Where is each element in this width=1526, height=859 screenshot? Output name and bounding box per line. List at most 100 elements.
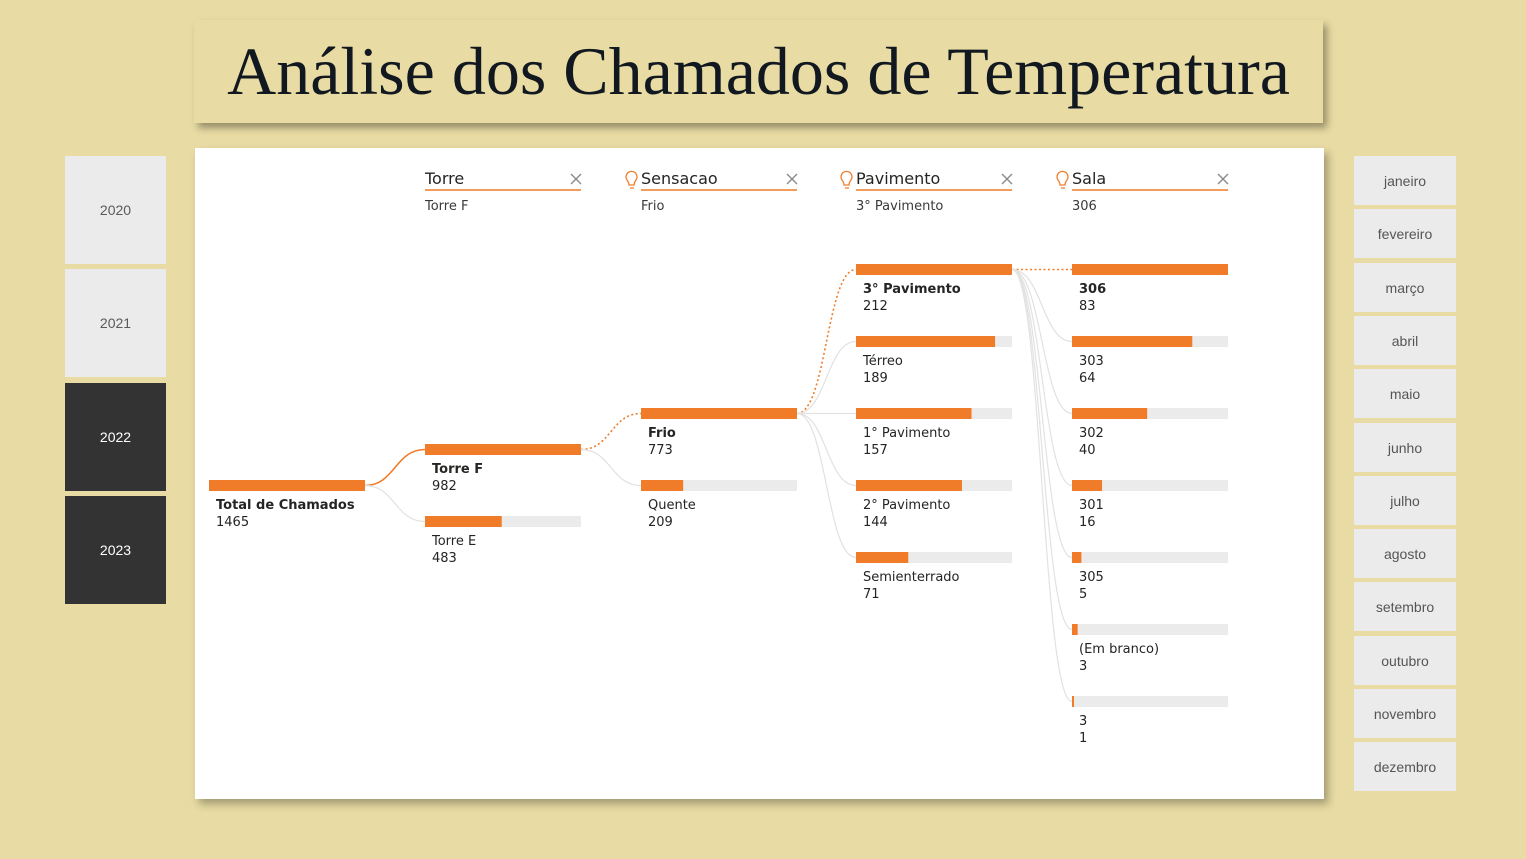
node-value: 157 [863,443,888,458]
level-header-torre: Torre [424,169,464,188]
bar-track [1072,408,1228,419]
level-selected-value: 3° Pavimento [856,199,943,214]
level-header-sala: Sala [1072,169,1106,188]
node-value: 773 [648,443,673,458]
connector-2-0 [580,412,642,451]
bar[interactable] [1072,264,1228,275]
month-tile-7[interactable]: julho [1354,476,1456,525]
connector-3-4 [796,412,857,559]
node-value: 3 [1079,659,1087,674]
node-value: 209 [648,515,673,530]
bar[interactable] [1072,480,1103,491]
connector-4-2 [1011,268,1073,415]
bar-track [425,516,581,527]
node-label: Frio [648,426,676,441]
node-value: 144 [863,515,888,530]
connector-3-3 [796,412,857,487]
month-tile-11[interactable]: novembro [1354,689,1456,738]
bar[interactable] [1072,336,1193,347]
node-value: 189 [863,371,888,386]
connector-3-0 [796,268,857,415]
bar-track [1072,624,1228,635]
bar[interactable] [641,480,684,491]
bar[interactable] [425,444,581,455]
bar-track [1072,552,1228,563]
node-label: 302 [1079,426,1104,441]
node-label: (Em branco) [1079,642,1159,657]
node-label: 1° Pavimento [863,426,950,441]
node-value: 483 [432,551,457,566]
level-selected-value: Frio [641,199,664,214]
bar-track [641,480,797,491]
bar-track [1072,696,1228,707]
node-label: 301 [1079,498,1104,513]
bar[interactable] [856,480,962,491]
page-title: Análise dos Chamados de Temperatura [227,33,1290,109]
node-label: Total de Chamados [216,498,355,513]
node-value: 1465 [216,515,249,530]
node-label: 305 [1079,570,1104,585]
node-label: Torre E [431,534,476,549]
node-value: 212 [863,299,888,314]
node-label: 3° Pavimento [863,282,961,297]
connector-4-3 [1011,268,1073,487]
connector-1-1 [364,484,426,523]
year-tile-2021[interactable]: 2021 [65,269,166,377]
bar[interactable] [641,408,797,419]
bar[interactable] [856,336,996,347]
node-value: 982 [432,479,457,494]
bar[interactable] [1072,624,1078,635]
connector-4-1 [1011,268,1073,343]
connector-4-5 [1011,268,1073,631]
level-header-pavimento: Pavimento [856,169,940,188]
month-tile-1[interactable]: janeiro [1354,156,1456,205]
close-icon[interactable] [570,173,582,185]
month-tile-9[interactable]: setembro [1354,582,1456,631]
bar[interactable] [209,480,365,491]
decomposition-tree: Total de Chamados 1465 Torre F 982 Torre E 48… [209,169,1229,746]
year-tile-2023[interactable]: 2023 [65,496,166,604]
connector-4-6 [1011,268,1073,703]
connector-1-0 [364,448,426,487]
connector-3-1 [796,340,857,415]
bar[interactable] [856,552,909,563]
month-tile-5[interactable]: maio [1354,369,1456,418]
close-icon[interactable] [786,173,798,185]
month-tile-10[interactable]: outubro [1354,636,1456,685]
node-label: Semienterrado [863,570,960,585]
node-value: 40 [1079,443,1096,458]
node-value: 83 [1079,299,1096,314]
level-header-sensacao: Sensacao [641,169,718,188]
month-tile-2[interactable]: fevereiro [1354,209,1456,258]
bar[interactable] [425,516,502,527]
node-label: 306 [1079,282,1106,297]
node-value: 1 [1079,731,1087,746]
node-label: Térreo [862,354,903,369]
month-tile-12[interactable]: dezembro [1354,742,1456,791]
close-icon[interactable] [1001,173,1013,185]
node-value: 64 [1079,371,1096,386]
node-label: 303 [1079,354,1104,369]
month-tile-4[interactable]: abril [1354,316,1456,365]
level-selected-value: Torre F [424,199,468,214]
year-tile-2020[interactable]: 2020 [65,156,166,264]
year-tile-2022[interactable]: 2022 [65,383,166,491]
node-label: 3 [1079,714,1087,729]
month-tile-3[interactable]: março [1354,263,1456,312]
month-tile-8[interactable]: agosto [1354,529,1456,578]
lightbulb-icon [625,170,638,189]
close-icon[interactable] [1217,173,1229,185]
bar-track [1072,480,1228,491]
bar-track [856,552,1012,563]
node-value: 5 [1079,587,1087,602]
lightbulb-icon [1056,170,1069,189]
connector-4-4 [1011,268,1073,559]
bar[interactable] [1072,696,1074,707]
node-label: Torre F [432,462,483,477]
bar[interactable] [1072,408,1148,419]
lightbulb-icon [840,170,853,189]
bar[interactable] [856,264,1012,275]
month-tile-6[interactable]: junho [1354,423,1456,472]
bar[interactable] [856,408,972,419]
bar[interactable] [1072,552,1082,563]
